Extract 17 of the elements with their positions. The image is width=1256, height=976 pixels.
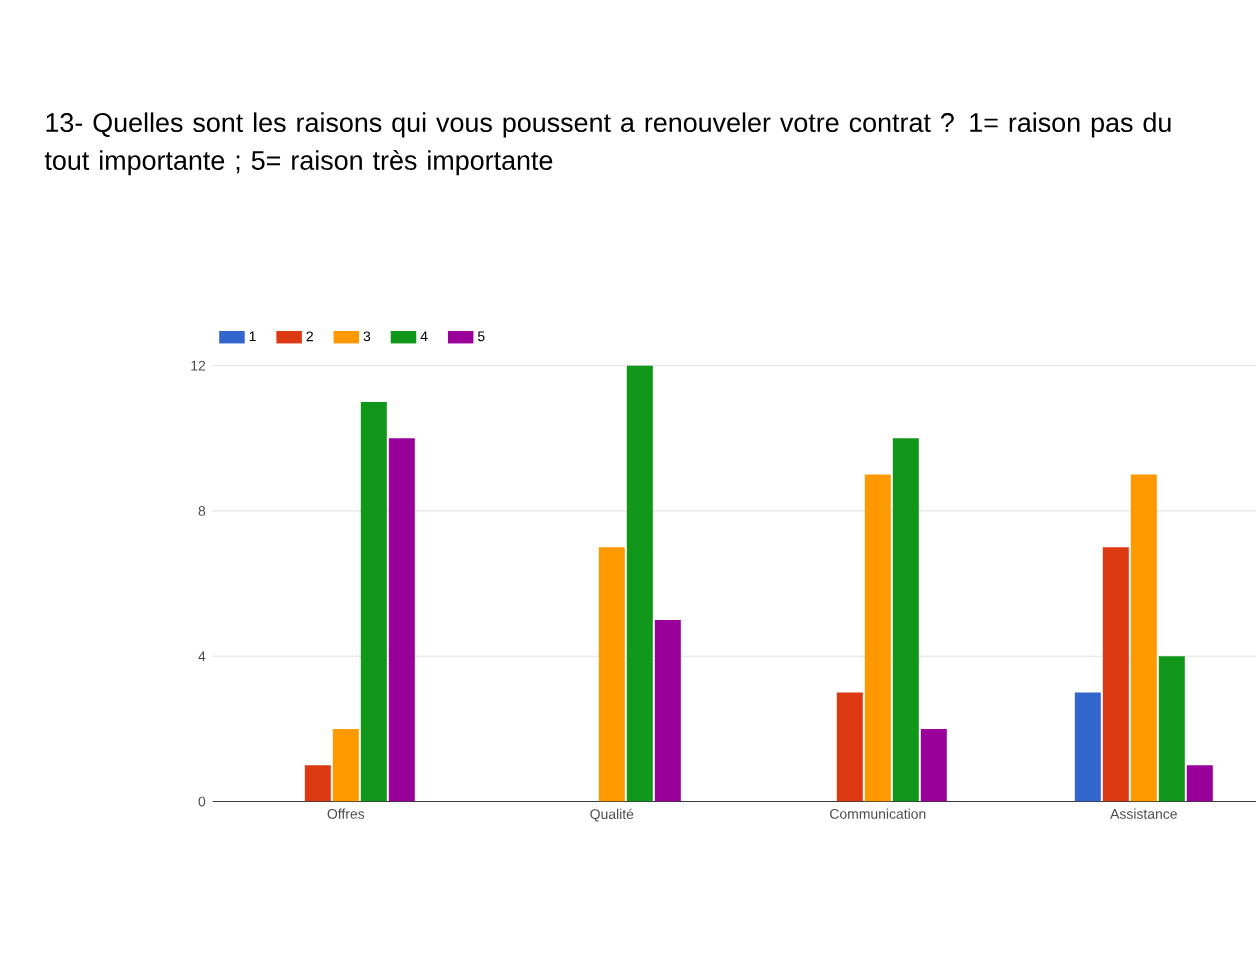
bar bbox=[1186, 765, 1213, 802]
bar bbox=[332, 728, 359, 802]
bar bbox=[920, 728, 947, 802]
bar bbox=[598, 547, 625, 802]
bar bbox=[626, 365, 653, 802]
bar bbox=[864, 474, 891, 802]
bar bbox=[892, 438, 919, 802]
bar bbox=[360, 401, 387, 802]
bar bbox=[1158, 656, 1185, 802]
bar bbox=[388, 438, 415, 802]
bar bbox=[1130, 474, 1157, 802]
bar bbox=[836, 692, 863, 802]
bar bbox=[654, 619, 681, 802]
chart-title: 13- Quelles sont les raisons qui vous poussent a renouveler votre contrat ? 1= raison pas du tout importante ; 5= raison très importante bbox=[44, 112, 1171, 176]
bar bbox=[1102, 547, 1129, 802]
bar bbox=[1074, 692, 1101, 802]
bar bbox=[304, 765, 331, 802]
